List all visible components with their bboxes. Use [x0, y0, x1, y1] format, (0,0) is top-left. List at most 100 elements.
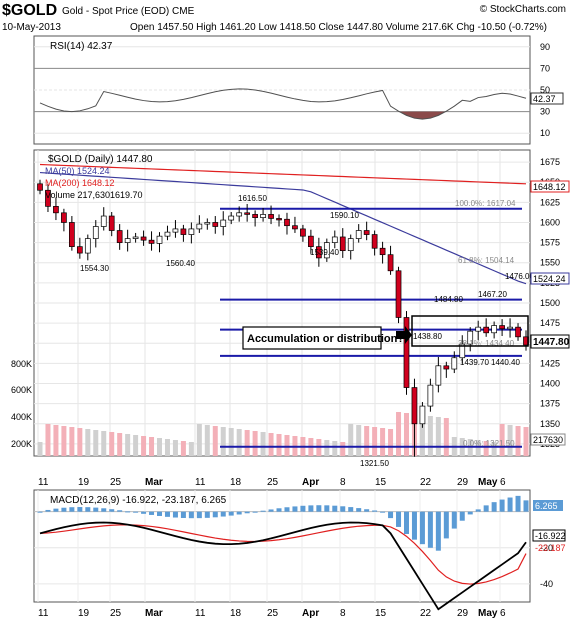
- candle-body: [116, 230, 123, 243]
- volume-bar: [93, 430, 99, 456]
- price-tick-label: 1475: [540, 318, 560, 328]
- consolidation-box: [411, 315, 529, 347]
- ma200-legend: MA(200) 1648.12: [45, 178, 115, 188]
- macd-hist-tag: [533, 500, 563, 511]
- macd-histogram-bar: [507, 497, 513, 512]
- candle-body: [100, 215, 107, 227]
- x-axis-label-mid: 25: [110, 477, 122, 488]
- macd-histogram-bar: [364, 509, 370, 512]
- candle-body: [260, 214, 266, 218]
- rsi-last-value: 42.37: [533, 94, 556, 104]
- macd-histogram-bar: [188, 511, 194, 519]
- macd-histogram-bar: [77, 507, 83, 512]
- candle-body: [491, 325, 497, 334]
- volume-tick-label: 400K: [11, 412, 32, 422]
- candle-body: [92, 226, 99, 239]
- candle-body: [61, 212, 67, 223]
- fib-level-label: 61.8%: 1504.14: [458, 256, 515, 265]
- candle-body: [188, 228, 195, 235]
- volume-bar: [523, 427, 529, 456]
- chart-date: 10-May-2013: [2, 22, 61, 33]
- candle-body: [164, 231, 171, 237]
- candle-body: [363, 230, 370, 235]
- x-axis-label-mid: 8: [340, 477, 346, 488]
- rsi-tick-label: 30: [540, 107, 550, 117]
- macd-histogram-bar: [427, 511, 433, 548]
- volume-bar: [507, 425, 513, 456]
- volume-bar: [141, 436, 147, 456]
- price-label: 1438.80: [413, 332, 442, 341]
- macd-histogram-bar: [180, 511, 186, 518]
- volume-bar: [61, 426, 67, 456]
- last-price-tag: [530, 334, 570, 349]
- price-tick-label: 1675: [540, 157, 560, 167]
- macd-line: [39, 521, 527, 611]
- x-axis-label-bottom: 11: [38, 608, 49, 619]
- volume-bar: [332, 441, 338, 456]
- candle-body: [419, 405, 426, 425]
- price-panel-title: $GOLD (Daily) 1447.80: [48, 154, 153, 165]
- candle-body: [276, 218, 282, 221]
- macd-hist-tag-value: 6.265: [535, 501, 558, 511]
- candle-body: [228, 215, 235, 221]
- candle-body: [387, 254, 394, 272]
- price-tick-label: 1500: [540, 298, 560, 308]
- candle-body: [180, 228, 187, 235]
- macd-histogram-bar: [300, 505, 306, 512]
- volume-bar: [133, 435, 139, 456]
- volume-tag-value: 217630: [533, 435, 563, 445]
- candle-body: [132, 236, 139, 239]
- macd-histogram-bar: [172, 511, 178, 518]
- ma200-tag-value: 1648.12: [533, 182, 566, 192]
- candle-body: [379, 247, 386, 256]
- rsi-tick-label: 70: [540, 63, 550, 73]
- volume-bar: [53, 425, 59, 456]
- volume-tick-label: 800K: [11, 359, 32, 369]
- macd-histogram-bar: [396, 511, 402, 527]
- volume-bar: [403, 413, 409, 456]
- macd-histogram-bar: [109, 509, 115, 512]
- volume-bar: [149, 437, 155, 456]
- volume-bar: [388, 429, 394, 456]
- price-label: 1439.70: [460, 358, 489, 367]
- macd-panel: [33, 489, 531, 603]
- candle-body: [148, 239, 155, 244]
- candle-body: [507, 326, 513, 330]
- macd-histogram-bar: [37, 511, 43, 513]
- macd-histogram-bar: [196, 511, 202, 519]
- volume-bar: [284, 435, 290, 456]
- volume-bar: [419, 415, 425, 456]
- rsi-label: RSI(14) 42.37: [50, 41, 113, 52]
- volume-tick-label: 600K: [11, 385, 32, 395]
- macd-histogram-bar: [356, 508, 362, 512]
- candle-body: [355, 230, 362, 239]
- price-tick-label: 1625: [540, 197, 560, 207]
- macd-histogram-bar: [292, 506, 298, 512]
- ma200-tag: [530, 180, 570, 193]
- x-axis-label-bottom: May: [478, 608, 498, 619]
- macd-histogram-bar: [523, 500, 529, 512]
- candle-body: [427, 384, 434, 407]
- volume-bar: [212, 426, 218, 456]
- rsi-tick-label: 50: [540, 85, 550, 95]
- macd-histogram-bar: [149, 511, 155, 515]
- price-label: 1616.50: [238, 194, 267, 203]
- candle-body: [84, 238, 91, 254]
- volume-bar: [499, 424, 505, 456]
- candle-body: [236, 212, 243, 217]
- volume-bar: [364, 426, 370, 456]
- candle-body: [395, 270, 402, 318]
- macd-histogram-bar: [117, 510, 123, 512]
- x-axis-label-mid: 11: [38, 477, 49, 488]
- candle-body: [403, 317, 410, 388]
- x-axis-label-mid: 11: [195, 477, 206, 488]
- candle-body: [323, 242, 330, 259]
- macd-histogram-bar: [372, 510, 378, 512]
- volume-bar: [220, 427, 226, 456]
- macd-histogram-bar: [348, 507, 354, 512]
- volume-bar: [85, 429, 91, 456]
- macd-histogram-bar: [443, 511, 449, 539]
- volume-bar: [372, 427, 378, 456]
- macd-tag-value: -16.922: [535, 531, 566, 541]
